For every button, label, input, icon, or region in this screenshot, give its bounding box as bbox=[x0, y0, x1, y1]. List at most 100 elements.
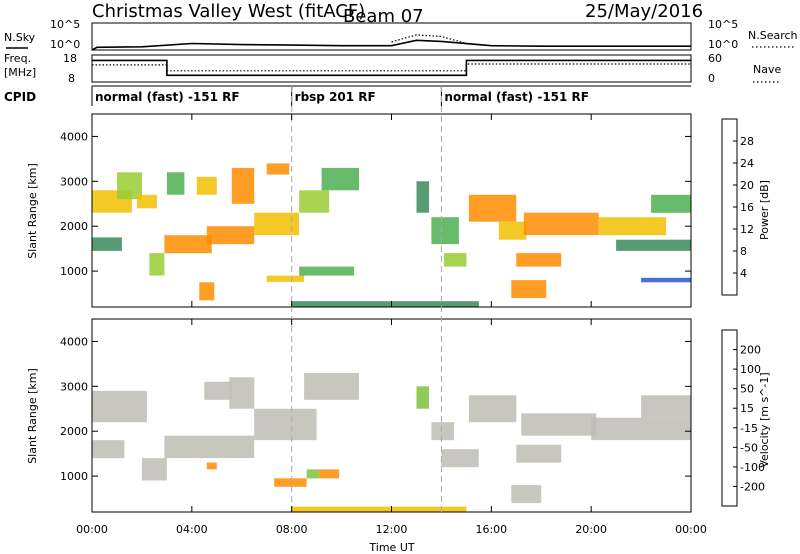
x-tick-label-3: 12:00 bbox=[376, 523, 408, 536]
velocity-panel-frame bbox=[91, 318, 692, 513]
velocity-colorbar-tick-label-1: 100 bbox=[740, 363, 761, 376]
x-tick-label-0: 00:00 bbox=[76, 523, 108, 536]
power-cell-25 bbox=[598, 217, 667, 236]
power-cell-20 bbox=[468, 194, 517, 222]
power-cell-26 bbox=[651, 194, 691, 213]
power-cell-6 bbox=[166, 172, 185, 195]
power-cell-5 bbox=[164, 235, 212, 254]
velocity-cell-9 bbox=[274, 478, 307, 487]
power-cell-21 bbox=[498, 221, 527, 240]
freq-tick-bottom: 8 bbox=[68, 72, 75, 85]
velocity-colorbar-tick-label-7: -200 bbox=[740, 480, 765, 493]
velocity-colorbar-tick-label-3: 15 bbox=[740, 402, 754, 415]
freq-panel bbox=[91, 54, 692, 83]
power-cell-23 bbox=[511, 280, 547, 299]
velocity-colorbar-frame bbox=[721, 329, 738, 507]
power-cell-3 bbox=[136, 194, 157, 209]
date-label: 25/May/2016 bbox=[585, 1, 703, 22]
power-cell-15 bbox=[321, 167, 359, 191]
freq-line-nave bbox=[92, 63, 691, 72]
power-ytick-label-1: 2000 bbox=[60, 220, 88, 233]
power-cell-10 bbox=[254, 212, 300, 236]
freq-series bbox=[92, 59, 691, 77]
noise-panel bbox=[91, 22, 692, 51]
power-cell-28 bbox=[641, 277, 691, 283]
nave-tick-bottom: 0 bbox=[708, 72, 715, 85]
noise-line-nsearch bbox=[391, 34, 467, 45]
power-cell-11 bbox=[266, 163, 290, 175]
velocity-cell-6 bbox=[254, 408, 317, 441]
freq-tick-top: 18 bbox=[63, 52, 77, 65]
x-tick-label-5: 20:00 bbox=[575, 523, 607, 536]
velocity-cell-20 bbox=[511, 485, 542, 504]
velocity-colorbar-tick-label-4: -15 bbox=[740, 422, 758, 435]
power-cell-7 bbox=[196, 176, 217, 195]
cpid-segment-label-2: normal (fast) -151 RF bbox=[444, 90, 589, 104]
power-cell-14 bbox=[299, 190, 330, 213]
velocity-ytick-label-1: 2000 bbox=[60, 425, 88, 438]
nsearch-label: N.Search bbox=[748, 29, 798, 42]
velocity-cell-5 bbox=[229, 377, 255, 409]
power-cell-12 bbox=[266, 275, 305, 282]
power-yticks: 1000 2000 3000 4000 bbox=[60, 130, 691, 278]
power-cell-17 bbox=[416, 181, 429, 213]
power-panel-frame bbox=[91, 113, 692, 308]
x-tick-label-4: 16:00 bbox=[475, 523, 507, 536]
radar-title: Christmas Valley West (fitACF) bbox=[92, 1, 365, 22]
power-ytick-label-2: 3000 bbox=[60, 175, 88, 188]
velocity-ytick-label-0: 1000 bbox=[60, 470, 88, 483]
power-cell-2 bbox=[117, 172, 142, 200]
power-cell-16 bbox=[299, 266, 355, 276]
power-cell-18 bbox=[431, 217, 459, 245]
nsky-tick-bottom: 10^0 bbox=[50, 38, 80, 51]
power-colorbar-tick-label-3: 16 bbox=[740, 201, 754, 214]
power-colorbar-tick-label-0: 28 bbox=[740, 135, 754, 148]
power-cell-27 bbox=[616, 239, 691, 251]
power-colorbar-tick-label-5: 8 bbox=[740, 245, 747, 258]
velocity-colorbar-tick-label-5: -50 bbox=[740, 441, 758, 454]
noise-series bbox=[91, 34, 691, 51]
power-cell-29 bbox=[291, 301, 479, 307]
nsky-label: N.Sky bbox=[4, 31, 36, 44]
velocity-cell-15 bbox=[468, 395, 517, 423]
velocity-cell-11 bbox=[319, 469, 340, 479]
power-colorbar: 28 24 20 16 12 8 4 bbox=[721, 118, 754, 296]
x-tick-label-6: 00:00 bbox=[675, 523, 707, 536]
velocity-data bbox=[92, 372, 691, 512]
nsky-tick-top: 10^5 bbox=[50, 18, 80, 31]
power-colorbar-tick-label-2: 20 bbox=[740, 179, 754, 192]
freq-label-1: Freq. bbox=[4, 52, 31, 65]
velocity-ylabel: Slant Range [km] bbox=[26, 368, 39, 464]
cpid-label: CPID bbox=[4, 90, 36, 104]
velocity-cell-4 bbox=[204, 381, 232, 400]
velocity-colorbar: 200 100 50 15 -15 -50 -100 -200 bbox=[721, 329, 765, 507]
velocity-cell-19 bbox=[641, 395, 691, 418]
velocity-colorbar-tick-label-2: 50 bbox=[740, 383, 754, 396]
power-ytick-label-3: 4000 bbox=[60, 130, 88, 143]
velocity-yticks: 1000 2000 3000 4000 bbox=[60, 335, 691, 483]
noise-line-nsky bbox=[91, 39, 691, 51]
velocity-colorbar-tick-label-6: -100 bbox=[740, 461, 765, 474]
cpid-segments: normal (fast) -151 RF rbsp 201 RF normal (… bbox=[91, 86, 589, 106]
velocity-ytick-label-3: 4000 bbox=[60, 335, 88, 348]
power-cell-19 bbox=[443, 253, 467, 267]
velocity-ytick-label-2: 3000 bbox=[60, 380, 88, 393]
power-colorbar-tick-label-4: 12 bbox=[740, 223, 754, 236]
velocity-colorbar-tick-label-0: 200 bbox=[740, 344, 761, 357]
cpid-segment-label-1: rbsp 201 RF bbox=[295, 90, 376, 104]
freq-line-freq bbox=[92, 59, 691, 77]
power-cell-0 bbox=[92, 237, 122, 251]
power-ylabel: Slant Range [km] bbox=[26, 163, 39, 259]
velocity-cell-21 bbox=[291, 506, 467, 512]
velocity-cell-18 bbox=[591, 417, 691, 441]
nsearch-tick-top: 10^5 bbox=[708, 18, 738, 31]
velocity-colorbar-title: Velocity [m s^-1] bbox=[758, 372, 771, 467]
velocity-cell-14 bbox=[441, 449, 479, 468]
velocity-cell-7 bbox=[304, 372, 359, 400]
velocity-cell-2 bbox=[141, 458, 167, 481]
x-tick-label-1: 04:00 bbox=[176, 523, 208, 536]
power-colorbar-tick-label-6: 4 bbox=[740, 267, 747, 280]
power-cell-22 bbox=[516, 253, 562, 267]
nave-tick-top: 60 bbox=[708, 52, 722, 65]
